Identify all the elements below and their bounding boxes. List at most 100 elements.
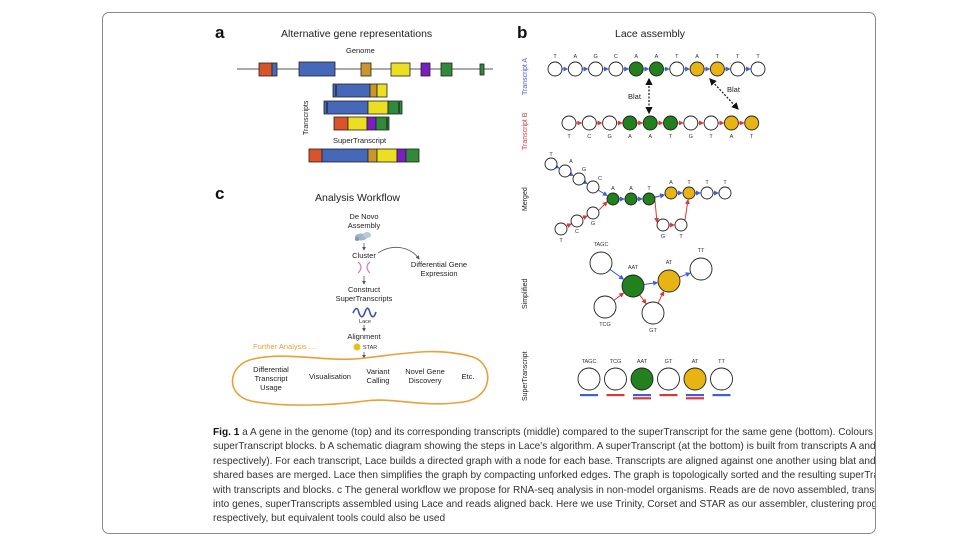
figure-1-graphic: a Alternative gene representations Genom… (215, 23, 766, 406)
transcript-a-base: T (553, 54, 557, 60)
simplified-node-label: TAGC (594, 242, 609, 248)
transcript-a-node (567, 61, 583, 77)
merged-node-b (554, 222, 568, 236)
transcript-a-node (628, 61, 644, 77)
simplified-node (689, 257, 713, 281)
merged-base: T (549, 152, 553, 158)
corset-icon (357, 261, 371, 274)
supertranscript-b-label: SuperTranscript (522, 351, 529, 401)
further-analysis-label: Further Analysis .... (253, 342, 317, 351)
caption-text: a A gene in the genome (top) and its cor… (213, 427, 876, 525)
further-item-dtu: Differential Transcript Usage (253, 365, 289, 392)
transcript-b-node (723, 115, 739, 131)
transcript-a-node (689, 61, 705, 77)
merged-node (682, 186, 696, 200)
star-logo: STAR (353, 343, 377, 351)
supertranscript-bar (308, 148, 420, 163)
transcript-a-node (730, 61, 746, 77)
supertranscript-annotation-bar (606, 394, 625, 397)
merged-node (664, 186, 678, 200)
blat-label-2: Blat (727, 85, 741, 94)
simplified-node-label: AAT (628, 265, 639, 271)
transcript-b-base: T (750, 134, 754, 140)
transcript-b-node (703, 115, 719, 131)
transcripts-label: Transcripts (303, 100, 310, 135)
transcript-a-base: A (573, 54, 577, 60)
transcript-b-base: A (628, 134, 632, 140)
simplified-node (657, 269, 681, 293)
merged-node-b (674, 218, 688, 232)
merged-node-b (586, 206, 600, 220)
merged-base: T (705, 180, 709, 186)
transcript-a-base: T (716, 54, 720, 60)
supertranscript-node-label: GT (665, 359, 673, 365)
transcript-a-base: A (695, 54, 699, 60)
transcript-b-node (602, 115, 618, 131)
simplified-node (621, 274, 645, 298)
simplified-node-label: GT (649, 328, 657, 334)
simplified-label: Simplified (522, 279, 529, 309)
supertranscript-graph: TAGC TCG AAT GT AT TT (577, 359, 733, 400)
step-construct: Construct SuperTranscripts (336, 285, 393, 303)
transcript-a-base: A (634, 54, 638, 60)
merged-node (718, 186, 732, 200)
panel-c-letter: c (215, 184, 224, 203)
transcript-b-base: A (648, 134, 652, 140)
transcript-a-node (649, 61, 664, 77)
supertranscript-annotation-bar (633, 397, 651, 400)
transcript-b-base: T (567, 134, 571, 140)
supertranscript-annotation-bar (686, 397, 704, 400)
transcript-b-node (581, 115, 597, 131)
transcript-a-node (750, 61, 766, 77)
panel-b-letter: b (517, 23, 527, 42)
merged-base: T (647, 186, 651, 192)
transcript-bars (323, 83, 403, 131)
simplified-node-label: TCG (599, 322, 611, 328)
transcript-a-node (709, 61, 725, 77)
transcript-b-base: G (689, 134, 693, 140)
blat-arrows: Blat Blat (628, 77, 741, 115)
transcript-a-base: T (756, 54, 760, 60)
merged-node (586, 180, 600, 194)
supertranscript-node (710, 367, 733, 391)
step-cluster: Cluster (352, 251, 376, 260)
panel-c: c Analysis Workflow De Novo Assembly Clus… (215, 184, 489, 406)
transcript-b-node (663, 115, 678, 131)
merged-node (572, 172, 586, 186)
trinity-icon (355, 232, 371, 241)
merged-base-b: T (679, 234, 683, 240)
merged-node (700, 186, 714, 200)
further-item-visualisation: Visualisation (309, 372, 351, 381)
simplified-node (641, 301, 665, 325)
merged-node (606, 192, 620, 206)
panel-b: b Lace assembly Transcript A Transcript … (517, 23, 766, 401)
svg-text:STAR: STAR (363, 345, 377, 351)
simplified-node-label: TT (698, 248, 705, 254)
transcript-b-node (622, 115, 638, 131)
supertranscript-node-label: TAGC (582, 359, 597, 365)
caption-fig-label: Fig. 1 (213, 427, 240, 438)
simplified-node-label: AT (666, 260, 673, 266)
supertranscript-node (683, 367, 707, 391)
supertranscript-a-label: SuperTranscript (333, 136, 387, 145)
further-analysis-blob (231, 350, 489, 406)
merged-node (558, 164, 572, 178)
supertranscript-node (577, 367, 601, 391)
svg-text:Lace: Lace (359, 319, 371, 325)
merged-base-b: T (559, 238, 563, 244)
lace-logo: Lace (352, 307, 377, 325)
figure-frame: a Alternative gene representations Genom… (102, 12, 876, 534)
supertranscript-node-label: TCG (610, 359, 622, 365)
supertranscript-node-label: AT (692, 359, 699, 365)
transcript-a-label: Transcript A (522, 58, 529, 95)
transcript-a-base: G (593, 54, 597, 60)
blat-label-1: Blat (628, 92, 642, 101)
supertranscript-annotation-bar (659, 394, 678, 397)
further-item-novel: Novel Gene Discovery (405, 367, 445, 385)
supertranscript-annotation-bar (712, 394, 731, 397)
transcript-a-node (608, 61, 624, 77)
merged-node-b (570, 214, 584, 228)
supertranscript-node-label: AAT (637, 359, 648, 365)
transcript-a-node (588, 61, 604, 77)
